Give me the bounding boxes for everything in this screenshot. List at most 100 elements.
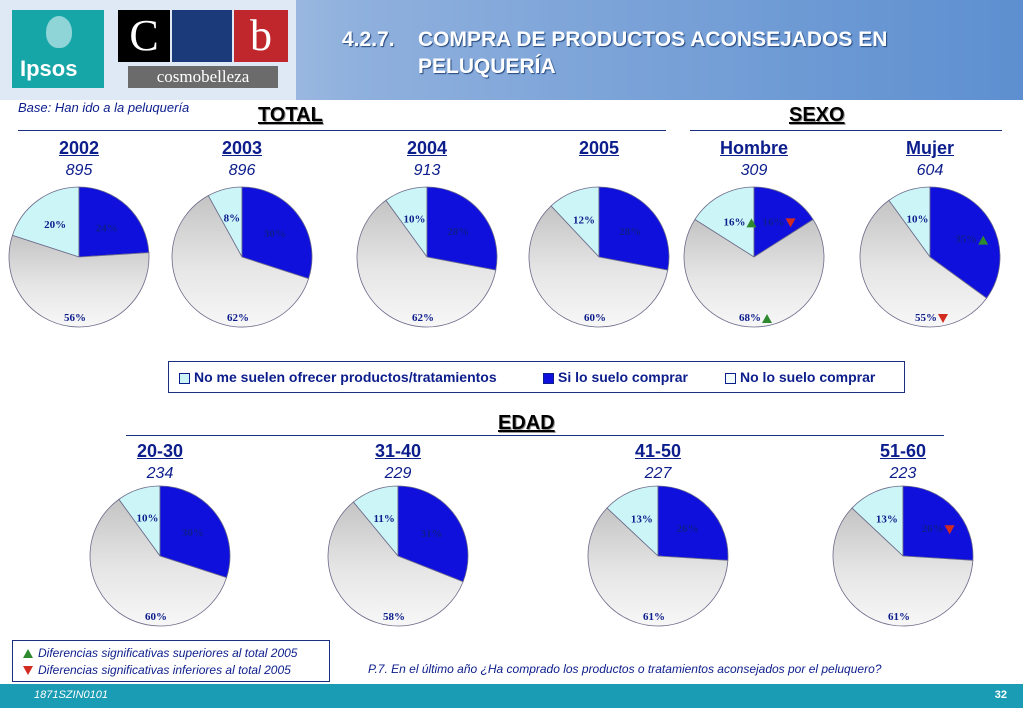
question-text: P.7. En el último año ¿Ha comprado los p… [368, 662, 882, 676]
sig-down-triangle-icon [944, 525, 955, 535]
down-triangle-icon [23, 666, 33, 676]
bottom-pie-3: 13% 26% 61% [832, 485, 974, 627]
legend-label: No me suelen ofrecer productos/tratamien… [194, 369, 497, 385]
legend-label: No lo suelo comprar [740, 369, 876, 385]
pie-label-no-ofrecer: 13% [876, 514, 898, 526]
bottom-base-n-0: 234 [146, 465, 174, 482]
top-base-n-0: 895 [65, 162, 93, 179]
pie-label-no-ofrecer: 10% [403, 213, 425, 225]
pie-label-si-compra: 26% [677, 523, 699, 535]
section-number: 4.2.7. [342, 28, 395, 51]
significance-up: Diferencias significativas superiores al… [23, 646, 297, 660]
sig-up-triangle-icon [762, 314, 772, 323]
pie-label-no-ofrecer: 10% [136, 512, 158, 524]
top-label-1: 2003 [221, 138, 263, 158]
top-base-n-4: 309 [740, 162, 768, 179]
bottom-base-n-3: 223 [889, 465, 917, 482]
top-base-n-1: 896 [228, 162, 256, 179]
bottom-label-2: 41-50 [634, 441, 682, 461]
pie-slice-si-compra [159, 485, 231, 579]
pie-slice-no-compra [528, 205, 669, 328]
edad-rule [126, 435, 944, 436]
bottom-pie-0: 10% 30% 60% [89, 485, 231, 627]
top-pie-5: 10% 35% 55% [859, 186, 1001, 328]
base-note: Base: Han ido a la peluquería [18, 100, 190, 115]
pie-label-no-compra: 60% [145, 611, 167, 623]
significance-down: Diferencias significativas inferiores al… [23, 663, 291, 677]
pie-label-no-compra: 60% [584, 312, 606, 324]
pie-label-si-compra: 16% [763, 216, 785, 228]
pie-slice-no-compra [832, 507, 974, 627]
pie-slice-no-compra [89, 498, 228, 627]
pie-label-si-compra: 30% [264, 228, 286, 240]
significance-down-text: Diferencias significativas inferiores al… [38, 663, 291, 677]
pie-slice-no-ofrecer [851, 485, 904, 557]
pie-slice-no-compra [356, 199, 497, 328]
pie-slice-no-compra [859, 199, 988, 328]
footer-bar: 1871SZIN0101 32 [0, 684, 1023, 708]
bottom-label-1: 31-40 [374, 441, 422, 461]
legend-label: Si lo suelo comprar [558, 369, 688, 385]
significance-up-text: Diferencias significativas superiores al… [38, 646, 298, 660]
pie-label-no-compra: 56% [64, 312, 86, 324]
sig-down-triangle-icon [938, 314, 948, 323]
pie-label-no-compra: 55% [915, 312, 937, 324]
bottom-pie-2: 13% 26% 61% [587, 485, 729, 627]
ipsos-logo-text: Ipsos [20, 56, 78, 81]
sexo-rule [690, 130, 1002, 131]
up-triangle-icon [23, 649, 33, 659]
cb-logo: C b [118, 10, 288, 62]
sig-down-triangle-icon [785, 218, 796, 228]
bottom-base-n-1: 229 [384, 465, 412, 482]
sig-up-triangle-icon [978, 235, 989, 245]
pie-label-no-compra: 58% [383, 611, 405, 623]
top-label-5: Mujer [905, 138, 954, 158]
chart-legend: No me suelen ofrecer productos/tratamien… [168, 361, 905, 393]
top-base-n-5: 604 [916, 162, 944, 179]
top-label-4: Hombre [719, 138, 788, 158]
pie-slice-si-compra [598, 186, 670, 271]
pie-label-si-compra: 31% [421, 528, 443, 540]
pie-label-si-compra: 26% [922, 523, 944, 535]
legend-item-si-compra: Si lo suelo comprar [543, 369, 688, 385]
pie-label-no-compra: 62% [227, 312, 249, 324]
pie-label-no-ofrecer: 11% [374, 513, 395, 525]
top-pie-2: 10% 28% 62% [356, 186, 498, 328]
pie-slice-si-compra [78, 186, 150, 258]
pie-label-no-ofrecer: 13% [631, 514, 653, 526]
top-label-0: 2002 [58, 138, 100, 158]
pie-label-si-compra: 35% [955, 234, 977, 246]
pie-slice-si-compra [902, 485, 974, 561]
pie-slice-no-compra [683, 218, 825, 328]
top-label-3: 2005 [578, 138, 620, 158]
legend-item-no-ofrecer: No me suelen ofrecer productos/tratamien… [179, 369, 497, 385]
cb-logo-b: b [234, 10, 288, 62]
significance-box: Diferencias significativas superiores al… [12, 640, 330, 682]
face-icon [46, 16, 72, 48]
legend-swatch [179, 372, 190, 384]
logo-area: Ipsos C b cosmobelleza [0, 0, 296, 100]
section-sexo: SEXO [789, 104, 845, 126]
pie-label-si-compra: 28% [619, 226, 641, 238]
pie-label-no-ofrecer: 20% [44, 219, 66, 231]
header-bar: Ipsos C b cosmobelleza 4.2.7. COMPRA DE … [0, 0, 1023, 100]
pie-slice-si-compra [397, 485, 469, 583]
pie-label-si-compra: 24% [96, 222, 118, 234]
pie-label-si-compra: 28% [447, 226, 469, 238]
pie-label-no-ofrecer: 16% [723, 216, 745, 228]
top-pie-1: 8% 30% 62% [171, 186, 313, 328]
top-pie-0: 20% 24% 56% [8, 186, 150, 328]
top-pie-4: 16% 16% 68% [683, 186, 825, 328]
pie-slice-si-compra [241, 186, 313, 280]
pie-slice-no-ofrecer [11, 186, 80, 258]
pie-slice-si-compra [426, 186, 498, 271]
pie-label-no-compra: 61% [643, 611, 665, 623]
pie-label-si-compra: 30% [182, 527, 204, 539]
pie-slice-no-compra [8, 234, 150, 328]
legend-swatch [725, 372, 736, 384]
pie-slice-no-ofrecer [606, 485, 659, 557]
top-base-n-2: 913 [413, 162, 441, 179]
pie-label-no-compra: 68% [739, 312, 761, 324]
pie-slice-si-compra [929, 186, 1001, 299]
bottom-base-n-2: 227 [644, 465, 672, 482]
